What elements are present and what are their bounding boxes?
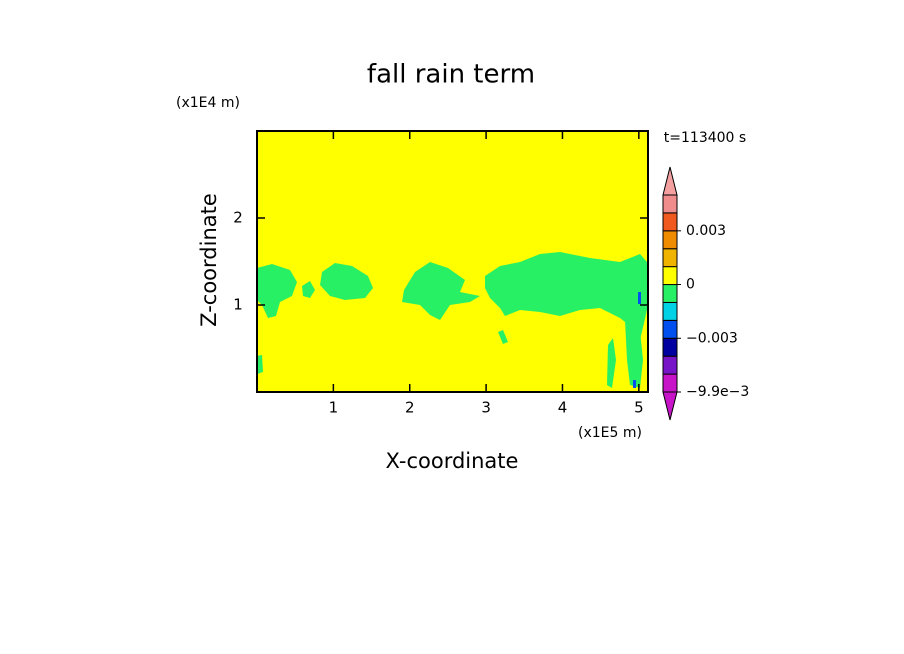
colorbar-segment <box>662 248 678 268</box>
rain-patch <box>302 281 315 298</box>
rain-patch <box>320 263 373 300</box>
colorbar-segment <box>662 301 678 321</box>
x-tick-label: 5 <box>634 399 644 417</box>
y-axis-title: Z-coordinate <box>197 193 221 327</box>
colorbar-tick-label: 0.003 <box>686 223 726 239</box>
colorbar-tick-label: −9.9e−3 <box>686 384 749 400</box>
y-tick-label: 2 <box>233 209 243 227</box>
colorbar-tick-label: −0.003 <box>686 330 738 346</box>
colorbar-segment <box>662 284 678 303</box>
colorbar-extension <box>662 166 678 196</box>
colorbar-segment <box>662 230 678 250</box>
x-tick-label: 3 <box>481 399 491 417</box>
annotation: t=113400 s <box>664 130 746 146</box>
rain-patch <box>625 312 643 388</box>
colorbar-segment <box>662 266 678 286</box>
rain-patch <box>257 355 263 374</box>
colorbar-segment <box>662 212 678 232</box>
rain-patch <box>607 338 616 388</box>
rain-patch <box>633 380 636 388</box>
chart-title: fall rain term <box>367 60 535 90</box>
x-tick-label: 2 <box>405 399 415 417</box>
x-tick-label: 1 <box>329 399 339 417</box>
colorbar-segment <box>662 373 678 393</box>
x-tick-label: 4 <box>558 399 568 417</box>
rain-patch <box>402 262 480 320</box>
colorbar-extension <box>662 391 678 421</box>
field-region <box>257 252 647 388</box>
colorbar-segment <box>662 319 678 339</box>
x-axis-title: X-coordinate <box>386 449 519 473</box>
y-unit: (x1E4 m) <box>176 95 240 111</box>
colorbar-segment <box>662 194 678 214</box>
colorbar-segment <box>662 337 678 357</box>
rain-patch <box>485 252 647 340</box>
x-unit: (x1E5 m) <box>578 425 642 441</box>
y-tick-label: 1 <box>233 296 243 314</box>
field <box>257 131 648 392</box>
rain-patch <box>498 330 508 344</box>
plot-frame <box>256 130 649 393</box>
rain-patch <box>638 292 641 304</box>
colorbar-tick-label: 0 <box>686 277 695 293</box>
rain-patch <box>257 264 297 318</box>
field-region <box>633 292 641 388</box>
colorbar-segment <box>662 355 678 375</box>
